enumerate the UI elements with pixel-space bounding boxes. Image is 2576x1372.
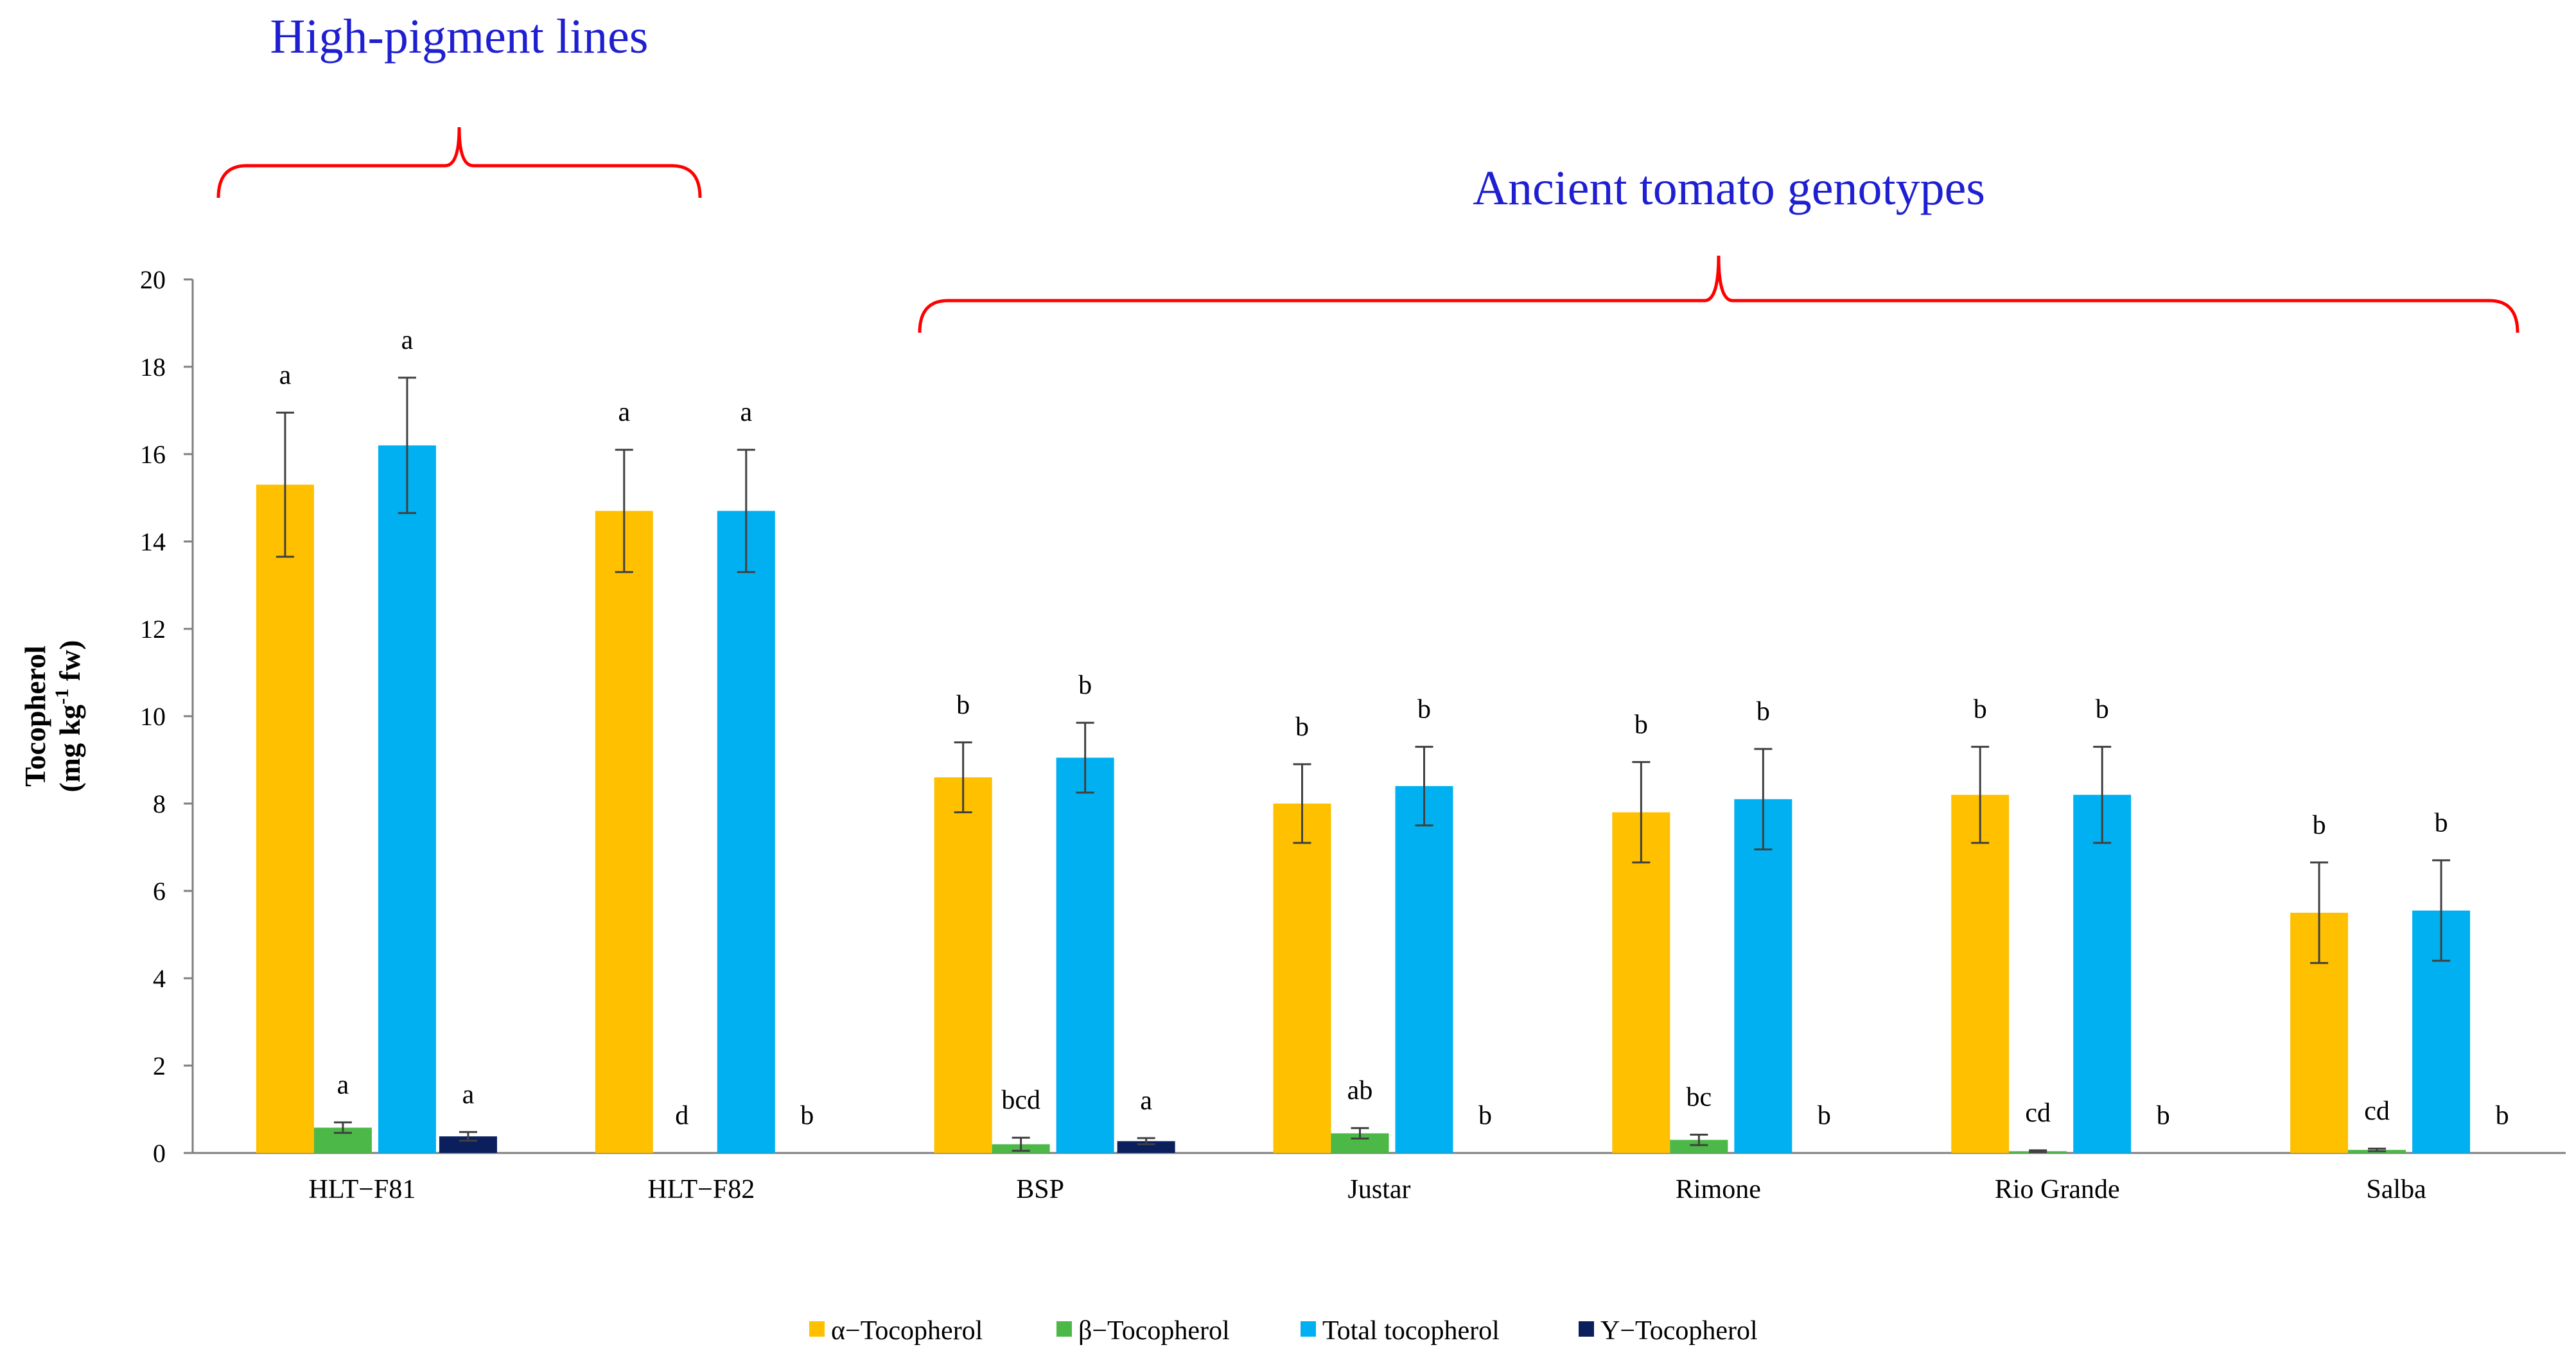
legend-entry: Total tocopherol [1322,1316,1500,1346]
legend-swatch [809,1321,825,1337]
significance-label: a [618,398,630,427]
bar [1273,804,1331,1153]
significance-label: d [675,1101,688,1130]
bar [1612,812,1670,1153]
y-tick-label: 4 [153,964,166,993]
group-title: Ancient tomato genotypes [1473,161,1985,215]
group-bracket [216,127,702,198]
legend-swatch [1056,1321,1072,1337]
y-tick-label: 16 [140,440,166,469]
significance-label: b [2435,808,2448,838]
y-tick-label: 6 [153,877,166,906]
legend-entry: Υ−Tocopherol [1600,1316,1758,1346]
significance-label: b [1634,710,1648,739]
bar [1951,795,2010,1153]
bar [595,511,653,1153]
significance-label: b [1974,695,1987,725]
bar [378,445,436,1153]
significance-label: b [1417,695,1431,725]
significance-label: b [800,1101,814,1130]
bar [1734,799,1792,1153]
significance-label: b [2496,1101,2509,1130]
bar [717,511,775,1153]
bar [934,777,992,1153]
significance-label: a [401,326,414,355]
significance-label: b [1818,1101,1831,1130]
significance-label: b [956,690,970,720]
bar [1395,786,1453,1153]
y-tick-label: 10 [140,702,166,731]
x-category-label: Rimone [1676,1175,1761,1204]
y-tick-label: 14 [140,527,166,556]
x-category-label: HLT−F81 [309,1175,416,1204]
significance-label: a [462,1080,475,1109]
legend-swatch [1579,1321,1594,1337]
y-tick-label: 8 [153,789,166,818]
y-tick-label: 18 [140,353,166,382]
bar [256,484,314,1153]
x-category-label: BSP [1016,1175,1064,1204]
x-category-label: HLT−F82 [647,1175,755,1204]
x-category-label: Salba [2366,1175,2426,1204]
y-axis-label: Tocopherol(mg kg-1 fw) [19,640,86,792]
y-tick-label: 2 [153,1051,166,1080]
bar [1117,1141,1175,1153]
bar [1670,1139,1728,1153]
significance-label: cd [2364,1096,2390,1126]
significance-label: b [1757,697,1770,726]
legend-entry: β−Tocopherol [1078,1316,1230,1346]
significance-label: a [1140,1086,1152,1116]
group-title: High-pigment lines [270,10,649,64]
significance-label: a [740,398,752,427]
bar [1056,757,1114,1153]
significance-label: bcd [1001,1086,1040,1115]
legend-swatch [1301,1321,1316,1337]
significance-label: cd [2025,1098,2051,1128]
significance-label: b [2313,811,2326,840]
significance-label: a [337,1070,349,1100]
significance-label: b [1078,671,1092,700]
x-category-label: Justar [1348,1175,1411,1204]
bar [2073,795,2132,1153]
significance-label: b [2096,695,2109,725]
significance-label: b [1478,1101,1492,1130]
significance-label: ab [1347,1076,1373,1105]
y-tick-label: 12 [140,615,166,644]
legend-entry: α−Tocopherol [831,1316,983,1346]
significance-label: a [279,360,292,390]
significance-label: b [2157,1101,2170,1130]
y-tick-label: 0 [153,1139,166,1168]
group-bracket [918,255,2519,333]
significance-label: b [1295,712,1309,742]
x-category-label: Rio Grande [1995,1175,2120,1204]
y-tick-label: 20 [140,265,166,294]
significance-label: bc [1687,1082,1712,1112]
